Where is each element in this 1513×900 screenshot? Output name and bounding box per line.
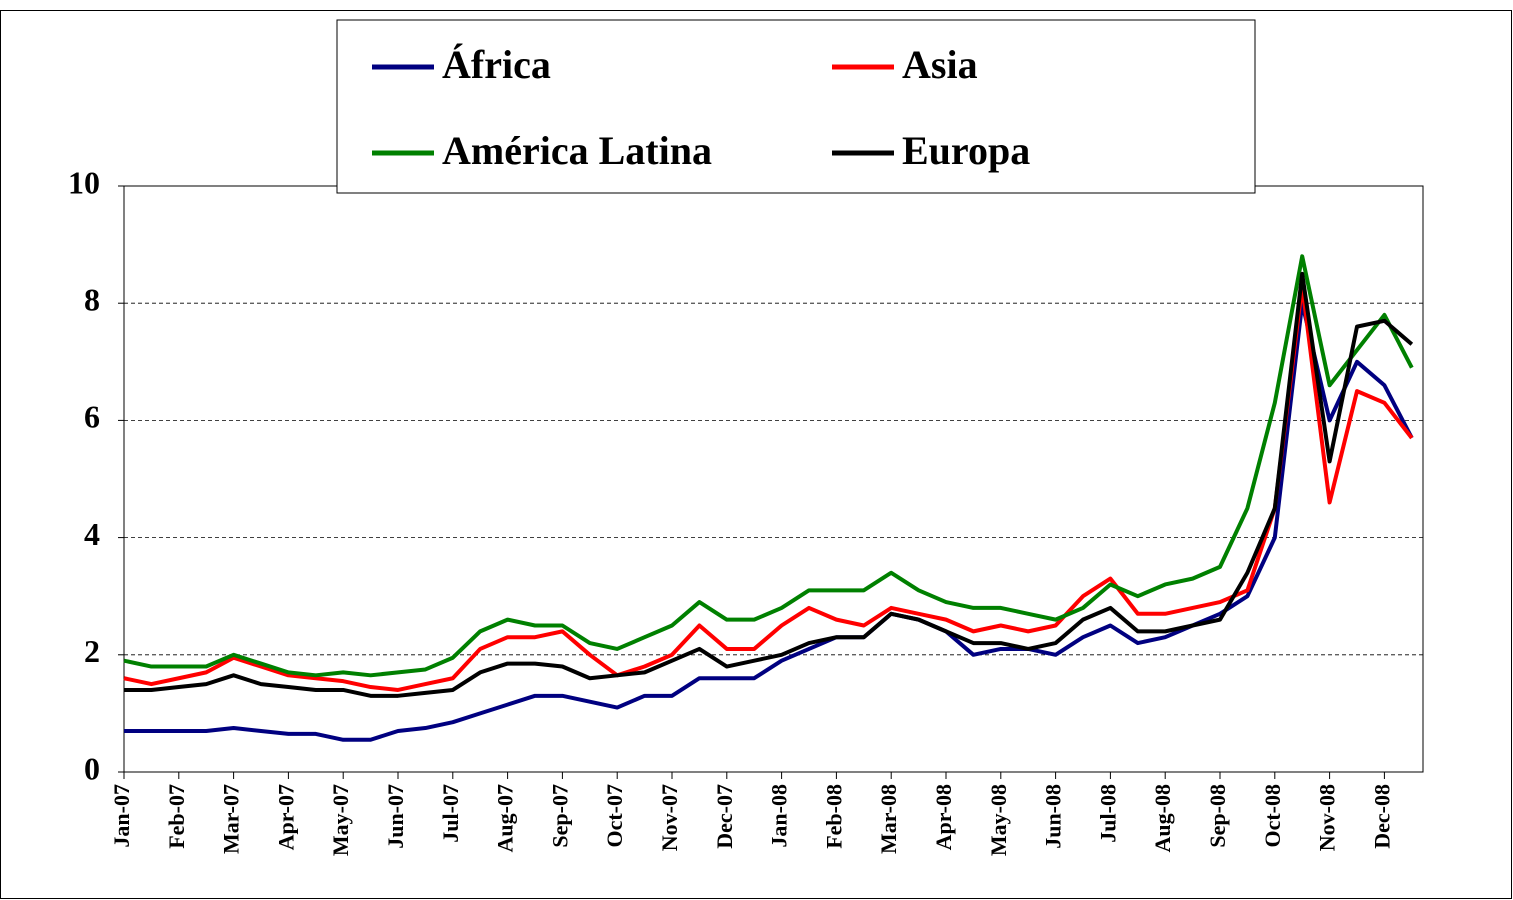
x-tick-label: Apr-08 <box>931 784 956 850</box>
series-line <box>123 283 1414 692</box>
y-tick-label: 10 <box>68 164 100 200</box>
x-tick-label: Oct-07 <box>602 784 627 848</box>
y-tick-label: 4 <box>84 516 100 552</box>
y-tick-label: 0 <box>84 750 100 786</box>
x-tick-label: Jan-08 <box>767 784 792 848</box>
x-tick-label: Oct-08 <box>1260 784 1285 848</box>
y-tick-label: 8 <box>84 282 100 318</box>
series-line <box>123 254 1414 678</box>
x-tick-label: Mar-08 <box>876 784 901 854</box>
x-tick-label: Mar-07 <box>219 784 244 854</box>
legend-label: Asia <box>902 42 978 87</box>
series-line <box>124 271 1414 698</box>
x-tick-label: Nov-07 <box>657 784 682 851</box>
x-tick-label: Feb-08 <box>821 784 846 849</box>
x-tick-label: Jun-07 <box>383 784 408 849</box>
x-tick-label: Dec-07 <box>712 784 737 849</box>
x-tick-label: Sep-08 <box>1205 784 1230 848</box>
legend-label: Europa <box>902 128 1030 173</box>
y-tick-label: 2 <box>84 633 100 669</box>
x-tick-label: Apr-07 <box>273 784 298 850</box>
x-tick-label: Jun-08 <box>1041 784 1066 849</box>
x-tick-label: Aug-07 <box>493 784 518 852</box>
x-tick-label: May-07 <box>328 784 353 856</box>
x-tick-label: Dec-08 <box>1369 784 1394 849</box>
x-tick-label: Feb-07 <box>164 784 189 849</box>
x-tick-label: Jul-08 <box>1095 784 1120 843</box>
x-tick-label: May-08 <box>986 784 1011 856</box>
x-tick-label: Nov-08 <box>1315 784 1340 851</box>
x-tick-label: Sep-07 <box>547 784 572 848</box>
legend-label: África <box>442 42 551 87</box>
legend <box>336 19 1256 194</box>
x-tick-label: Aug-08 <box>1150 784 1175 852</box>
x-tick-label: Jan-07 <box>109 784 134 848</box>
y-tick-label: 6 <box>84 399 100 435</box>
x-tick-label: Jul-07 <box>438 784 463 843</box>
legend-label: América Latina <box>442 128 712 173</box>
